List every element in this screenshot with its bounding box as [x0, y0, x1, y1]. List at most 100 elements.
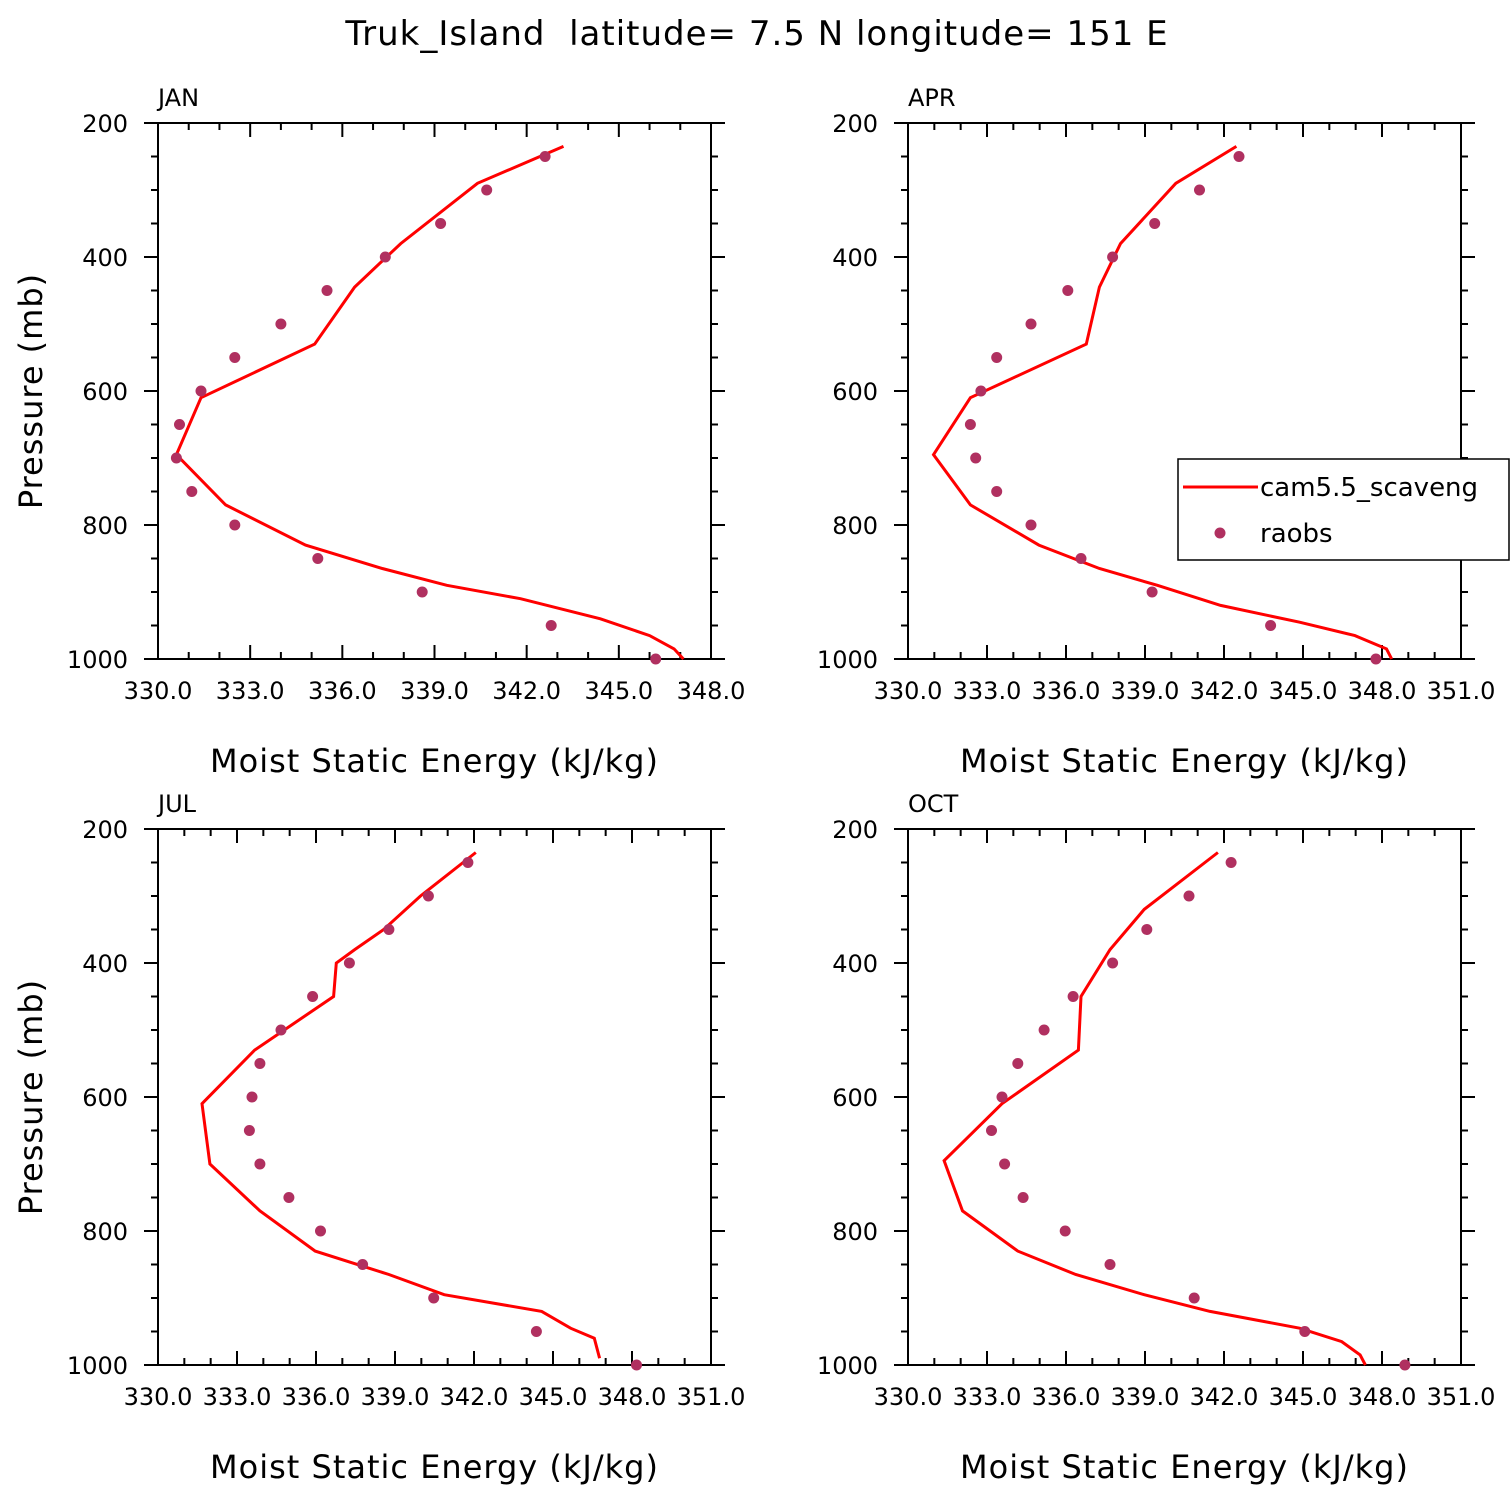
x-axis-label: Moist Static Energy (kJ/kg)	[960, 742, 1409, 780]
y-tick-label: 400	[832, 950, 878, 978]
obs-point	[275, 1024, 287, 1036]
panel-title: APR	[908, 84, 956, 112]
obs-point	[996, 1091, 1008, 1103]
x-tick-label: 348.0	[1348, 677, 1417, 705]
obs-point	[383, 924, 395, 935]
obs-point	[307, 991, 319, 1002]
plot-frame	[157, 122, 712, 660]
obs-point	[229, 352, 241, 363]
panel-title: JAN	[156, 84, 199, 112]
x-tick-label: 333.0	[953, 677, 1022, 705]
x-tick-label: 345.0	[1269, 1383, 1338, 1411]
obs-point	[343, 957, 355, 969]
obs-point	[1062, 285, 1074, 296]
obs-point	[991, 486, 1003, 497]
obs-point	[422, 890, 434, 902]
y-tick-label: 200	[82, 816, 128, 844]
model-line	[174, 145, 685, 661]
x-axis-label: Moist Static Energy (kJ/kg)	[210, 742, 659, 780]
plot-frame	[907, 122, 1462, 660]
x-tick-label: 336.0	[282, 1383, 351, 1411]
obs-point	[1370, 653, 1382, 665]
x-tick-label: 339.0	[400, 677, 469, 705]
y-tick-label: 1000	[817, 1352, 878, 1380]
obs-point	[986, 1125, 997, 1136]
y-tick-label: 800	[832, 1218, 878, 1246]
obs-point	[1233, 151, 1245, 162]
obs-point	[1107, 251, 1119, 263]
obs-point	[530, 1326, 542, 1337]
obs-point	[254, 1058, 266, 1069]
y-tick-label: 400	[82, 244, 128, 272]
y-tick-label: 800	[832, 512, 878, 540]
x-tick-label: 342.0	[1190, 677, 1259, 705]
obs-point	[1183, 890, 1195, 902]
legend-box	[1177, 458, 1510, 561]
panel-title: JUL	[156, 790, 197, 818]
obs-point	[195, 385, 207, 397]
obs-point	[1017, 1192, 1029, 1203]
x-tick-label: 339.0	[361, 1383, 430, 1411]
obs-point	[254, 1158, 266, 1170]
y-tick-label: 600	[82, 378, 128, 406]
panel-jul: 330.0 333.0 336.0 339.0 342.0 345.0 348.0 351.0…	[12, 790, 745, 1486]
obs-point	[970, 452, 982, 464]
obs-point	[539, 151, 551, 162]
model-line	[942, 851, 1367, 1366]
y-tick-label: 600	[82, 1084, 128, 1112]
legend-model-label: cam5.5_scaveng	[1260, 473, 1478, 503]
obs-point	[1149, 218, 1161, 229]
obs-point	[243, 1125, 255, 1136]
x-tick-label: 345.0	[584, 677, 653, 705]
x-tick-label: 336.0	[1032, 677, 1101, 705]
x-tick-label: 342.0	[440, 1383, 509, 1411]
y-tick-label: 400	[832, 244, 878, 272]
x-tick-label: 333.0	[953, 1383, 1022, 1411]
y-tick-label: 200	[832, 816, 878, 844]
x-tick-label: 342.0	[1190, 1383, 1259, 1411]
obs-point	[1067, 991, 1079, 1002]
obs-point	[1038, 1024, 1050, 1036]
x-tick-label: 351.0	[1427, 1383, 1496, 1411]
obs-point	[1299, 1326, 1311, 1337]
obs-point	[312, 553, 324, 564]
y-tick-label: 800	[82, 512, 128, 540]
obs-point	[416, 586, 428, 598]
panels: 330.0 333.0 336.0 339.0 342.0 345.0 348.0 200 40…	[12, 84, 1510, 1486]
panel-apr: 330.0 333.0 336.0 339.0 342.0 345.0 348.0 351.0…	[817, 84, 1495, 780]
x-tick-label: 330.0	[124, 677, 193, 705]
x-tick-label: 330.0	[874, 677, 943, 705]
obs-point	[379, 251, 391, 263]
obs-point	[1107, 957, 1119, 969]
plot-frame	[907, 828, 1462, 1366]
y-tick-label: 1000	[67, 646, 128, 674]
y-tick-label: 200	[82, 110, 128, 138]
x-tick-label: 348.0	[1348, 1383, 1417, 1411]
obs-point	[321, 285, 333, 296]
x-tick-label: 342.0	[492, 677, 561, 705]
x-tick-label: 348.0	[598, 1383, 667, 1411]
obs-point	[1025, 318, 1037, 330]
obs-point	[1194, 184, 1205, 196]
obs-point	[1025, 519, 1037, 531]
obs-point	[1146, 586, 1158, 598]
obs-point	[170, 452, 182, 464]
x-tick-label: 336.0	[308, 677, 377, 705]
obs-point	[631, 1359, 642, 1371]
obs-point	[246, 1091, 258, 1103]
obs-point	[186, 486, 198, 497]
obs-point	[1012, 1058, 1024, 1069]
obs-point	[991, 352, 1003, 363]
x-tick-label: 339.0	[1111, 677, 1180, 705]
x-tick-label: 336.0	[1032, 1383, 1101, 1411]
figure-title: Truk_Island latitude= 7.5 N longitude= 1…	[344, 14, 1168, 54]
obs-point	[428, 1292, 440, 1304]
obs-point	[1141, 924, 1153, 935]
obs-point	[275, 318, 287, 330]
obs-point	[229, 519, 241, 531]
x-axis-label: Moist Static Energy (kJ/kg)	[210, 1448, 659, 1486]
panel-jan: 330.0 333.0 336.0 339.0 342.0 345.0 348.0 200 40…	[12, 84, 745, 780]
y-axis-label: Pressure (mb)	[12, 979, 50, 1215]
y-tick-label: 600	[832, 378, 878, 406]
